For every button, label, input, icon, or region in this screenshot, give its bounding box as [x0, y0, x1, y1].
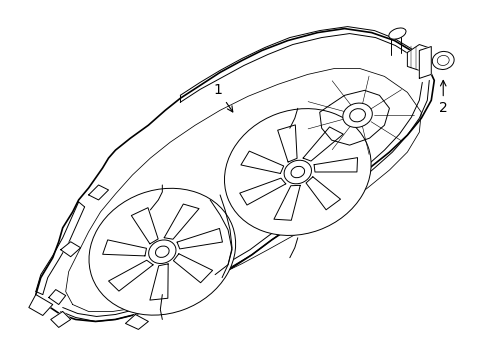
- Ellipse shape: [349, 109, 365, 122]
- Polygon shape: [407, 45, 430, 71]
- Ellipse shape: [388, 28, 405, 39]
- Polygon shape: [49, 289, 65, 305]
- Ellipse shape: [342, 103, 371, 127]
- Polygon shape: [125, 315, 148, 329]
- Polygon shape: [88, 185, 108, 200]
- Text: 1: 1: [213, 84, 232, 112]
- Ellipse shape: [224, 109, 370, 235]
- Ellipse shape: [284, 160, 311, 184]
- Ellipse shape: [431, 51, 453, 69]
- Ellipse shape: [89, 188, 235, 315]
- Ellipse shape: [155, 246, 169, 257]
- Polygon shape: [29, 294, 53, 315]
- Text: 2: 2: [438, 80, 447, 115]
- Polygon shape: [61, 242, 81, 257]
- Polygon shape: [51, 311, 71, 328]
- Polygon shape: [419, 46, 430, 78]
- Polygon shape: [36, 28, 433, 321]
- Ellipse shape: [148, 240, 176, 264]
- Ellipse shape: [290, 166, 304, 178]
